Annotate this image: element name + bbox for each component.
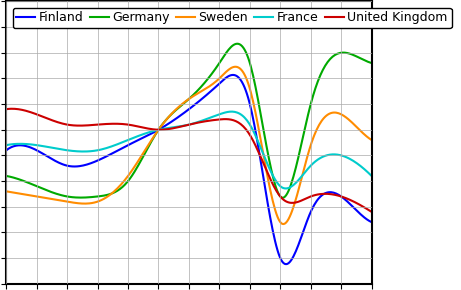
Line: France: France xyxy=(6,112,372,188)
Finland xyxy=(231,73,236,77)
Finland xyxy=(220,79,225,82)
Sweden xyxy=(4,190,9,193)
Finland xyxy=(4,148,9,152)
United Kingdom xyxy=(369,210,374,214)
Finland xyxy=(284,262,289,266)
France xyxy=(220,112,225,115)
Line: United Kingdom: United Kingdom xyxy=(6,109,372,212)
Germany xyxy=(314,83,319,86)
Sweden xyxy=(337,112,343,115)
France xyxy=(337,153,343,157)
France xyxy=(4,143,9,147)
Finland xyxy=(369,220,374,224)
Sweden xyxy=(233,65,239,68)
United Kingdom xyxy=(10,107,15,110)
United Kingdom xyxy=(313,193,318,197)
Sweden xyxy=(281,222,286,226)
Finland xyxy=(221,78,226,81)
Sweden xyxy=(227,67,233,70)
Sweden xyxy=(314,128,319,131)
France xyxy=(369,174,374,178)
Sweden xyxy=(221,72,226,76)
France xyxy=(227,110,233,113)
United Kingdom xyxy=(228,118,234,122)
Germany xyxy=(337,51,343,55)
Line: Finland: Finland xyxy=(6,75,372,264)
Finland xyxy=(314,199,319,203)
Finland xyxy=(227,74,233,77)
Germany xyxy=(235,42,240,46)
France xyxy=(284,187,289,190)
Germany xyxy=(280,196,285,200)
Sweden xyxy=(220,74,225,77)
Germany xyxy=(369,61,374,65)
France xyxy=(5,143,10,147)
Line: Sweden: Sweden xyxy=(6,67,372,224)
United Kingdom xyxy=(336,194,342,197)
Sweden xyxy=(5,190,10,193)
Germany xyxy=(4,174,9,178)
Finland xyxy=(337,194,343,197)
United Kingdom xyxy=(4,108,9,111)
United Kingdom xyxy=(221,117,226,121)
Germany xyxy=(5,174,10,178)
France xyxy=(228,110,234,113)
Legend: Finland, Germany, Sweden, France, United Kingdom: Finland, Germany, Sweden, France, United… xyxy=(12,8,451,28)
United Kingdom xyxy=(5,107,10,111)
Germany xyxy=(227,46,233,50)
France xyxy=(221,111,226,115)
Sweden xyxy=(369,138,374,142)
France xyxy=(314,159,319,162)
Germany xyxy=(221,55,226,58)
Finland xyxy=(5,148,10,151)
Line: Germany: Germany xyxy=(6,44,372,198)
United Kingdom xyxy=(222,117,228,121)
Germany xyxy=(220,57,225,60)
